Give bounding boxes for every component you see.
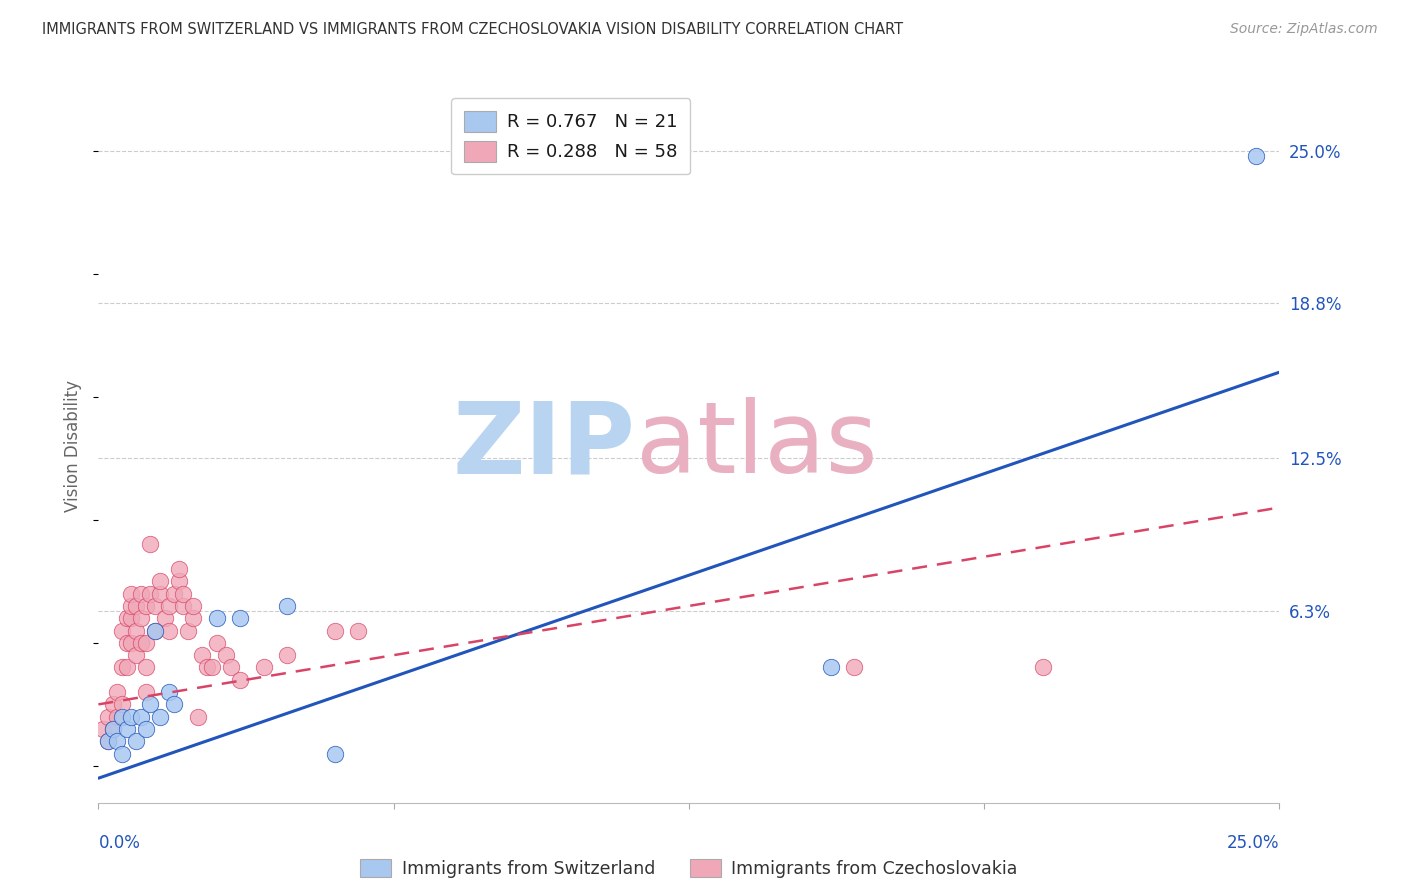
Point	[101, 722, 124, 736]
Point	[187, 709, 209, 723]
Point	[125, 734, 148, 748]
Point	[191, 648, 214, 662]
Point	[101, 722, 124, 736]
Point	[195, 660, 218, 674]
Y-axis label: Vision Disability: Vision Disability	[65, 380, 83, 512]
Point	[111, 624, 134, 638]
Point	[115, 611, 138, 625]
Point	[157, 599, 180, 613]
Point	[97, 734, 120, 748]
Point	[125, 599, 148, 613]
Point	[121, 599, 143, 613]
Point	[115, 722, 138, 736]
Point	[149, 574, 172, 589]
Point	[347, 624, 370, 638]
Point	[153, 611, 176, 625]
Point	[219, 660, 242, 674]
Point	[172, 599, 194, 613]
Point	[205, 636, 228, 650]
Point	[111, 747, 134, 761]
Point	[172, 587, 194, 601]
Point	[115, 660, 138, 674]
Text: atlas: atlas	[636, 398, 877, 494]
Point	[1032, 660, 1054, 674]
Point	[323, 747, 346, 761]
Point	[323, 624, 346, 638]
Text: IMMIGRANTS FROM SWITZERLAND VS IMMIGRANTS FROM CZECHOSLOVAKIA VISION DISABILITY : IMMIGRANTS FROM SWITZERLAND VS IMMIGRANT…	[42, 22, 903, 37]
Point	[143, 599, 166, 613]
Point	[844, 660, 866, 674]
Point	[143, 624, 166, 638]
Point	[181, 611, 204, 625]
Legend: Immigrants from Switzerland, Immigrants from Czechoslovakia: Immigrants from Switzerland, Immigrants …	[352, 851, 1026, 887]
Point	[135, 599, 157, 613]
Point	[149, 709, 172, 723]
Point	[139, 587, 162, 601]
Point	[129, 611, 152, 625]
Point	[101, 698, 124, 712]
Point	[111, 698, 134, 712]
Point	[820, 660, 842, 674]
Point	[129, 709, 152, 723]
Point	[135, 722, 157, 736]
Point	[129, 636, 152, 650]
Point	[157, 685, 180, 699]
Point	[205, 611, 228, 625]
Point	[121, 636, 143, 650]
Point	[105, 685, 128, 699]
Point	[1244, 148, 1267, 162]
Point	[167, 574, 190, 589]
Point	[111, 709, 134, 723]
Point	[163, 587, 186, 601]
Point	[97, 734, 120, 748]
Point	[97, 709, 120, 723]
Point	[276, 599, 298, 613]
Point	[125, 624, 148, 638]
Point	[91, 722, 114, 736]
Text: ZIP: ZIP	[453, 398, 636, 494]
Point	[229, 611, 252, 625]
Point	[135, 636, 157, 650]
Point	[143, 624, 166, 638]
Point	[229, 673, 252, 687]
Point	[139, 698, 162, 712]
Point	[181, 599, 204, 613]
Point	[135, 660, 157, 674]
Point	[125, 648, 148, 662]
Point	[149, 587, 172, 601]
Point	[177, 624, 200, 638]
Point	[157, 624, 180, 638]
Point	[105, 709, 128, 723]
Text: Source: ZipAtlas.com: Source: ZipAtlas.com	[1230, 22, 1378, 37]
Point	[121, 709, 143, 723]
Text: 25.0%: 25.0%	[1227, 834, 1279, 852]
Point	[139, 537, 162, 551]
Text: 0.0%: 0.0%	[98, 834, 141, 852]
Point	[201, 660, 224, 674]
Point	[253, 660, 276, 674]
Point	[105, 734, 128, 748]
Point	[111, 660, 134, 674]
Point	[129, 587, 152, 601]
Point	[121, 587, 143, 601]
Point	[135, 685, 157, 699]
Point	[115, 636, 138, 650]
Point	[121, 611, 143, 625]
Point	[215, 648, 238, 662]
Point	[167, 562, 190, 576]
Point	[276, 648, 298, 662]
Point	[163, 698, 186, 712]
